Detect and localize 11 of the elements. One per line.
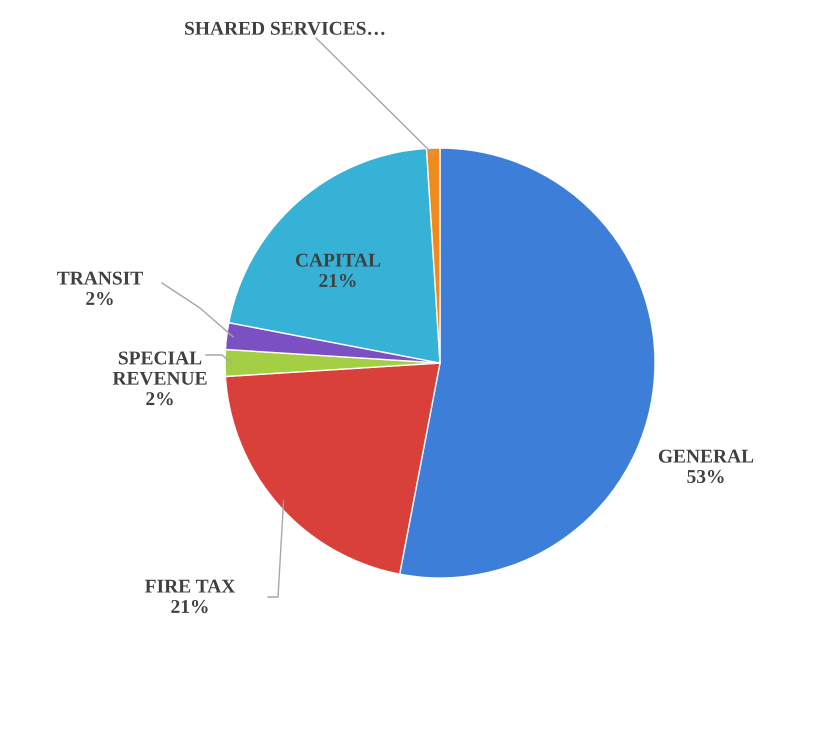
slice-label: TRANSIT	[57, 272, 143, 285]
slice-label: GENERAL	[658, 450, 754, 463]
data-label: 21%	[319, 274, 356, 288]
slice-label: CAPITAL	[296, 254, 380, 267]
slice-label: FIRE TAX	[145, 580, 236, 593]
slice-label: SHARED SERVICES…	[185, 22, 384, 35]
data-label: 2%	[146, 392, 173, 406]
data-label: 21%	[171, 600, 208, 614]
slice-label: SPECIAL REVENUE	[112, 351, 207, 385]
data-label: 53%	[687, 470, 724, 484]
data-label: 2%	[86, 292, 113, 306]
